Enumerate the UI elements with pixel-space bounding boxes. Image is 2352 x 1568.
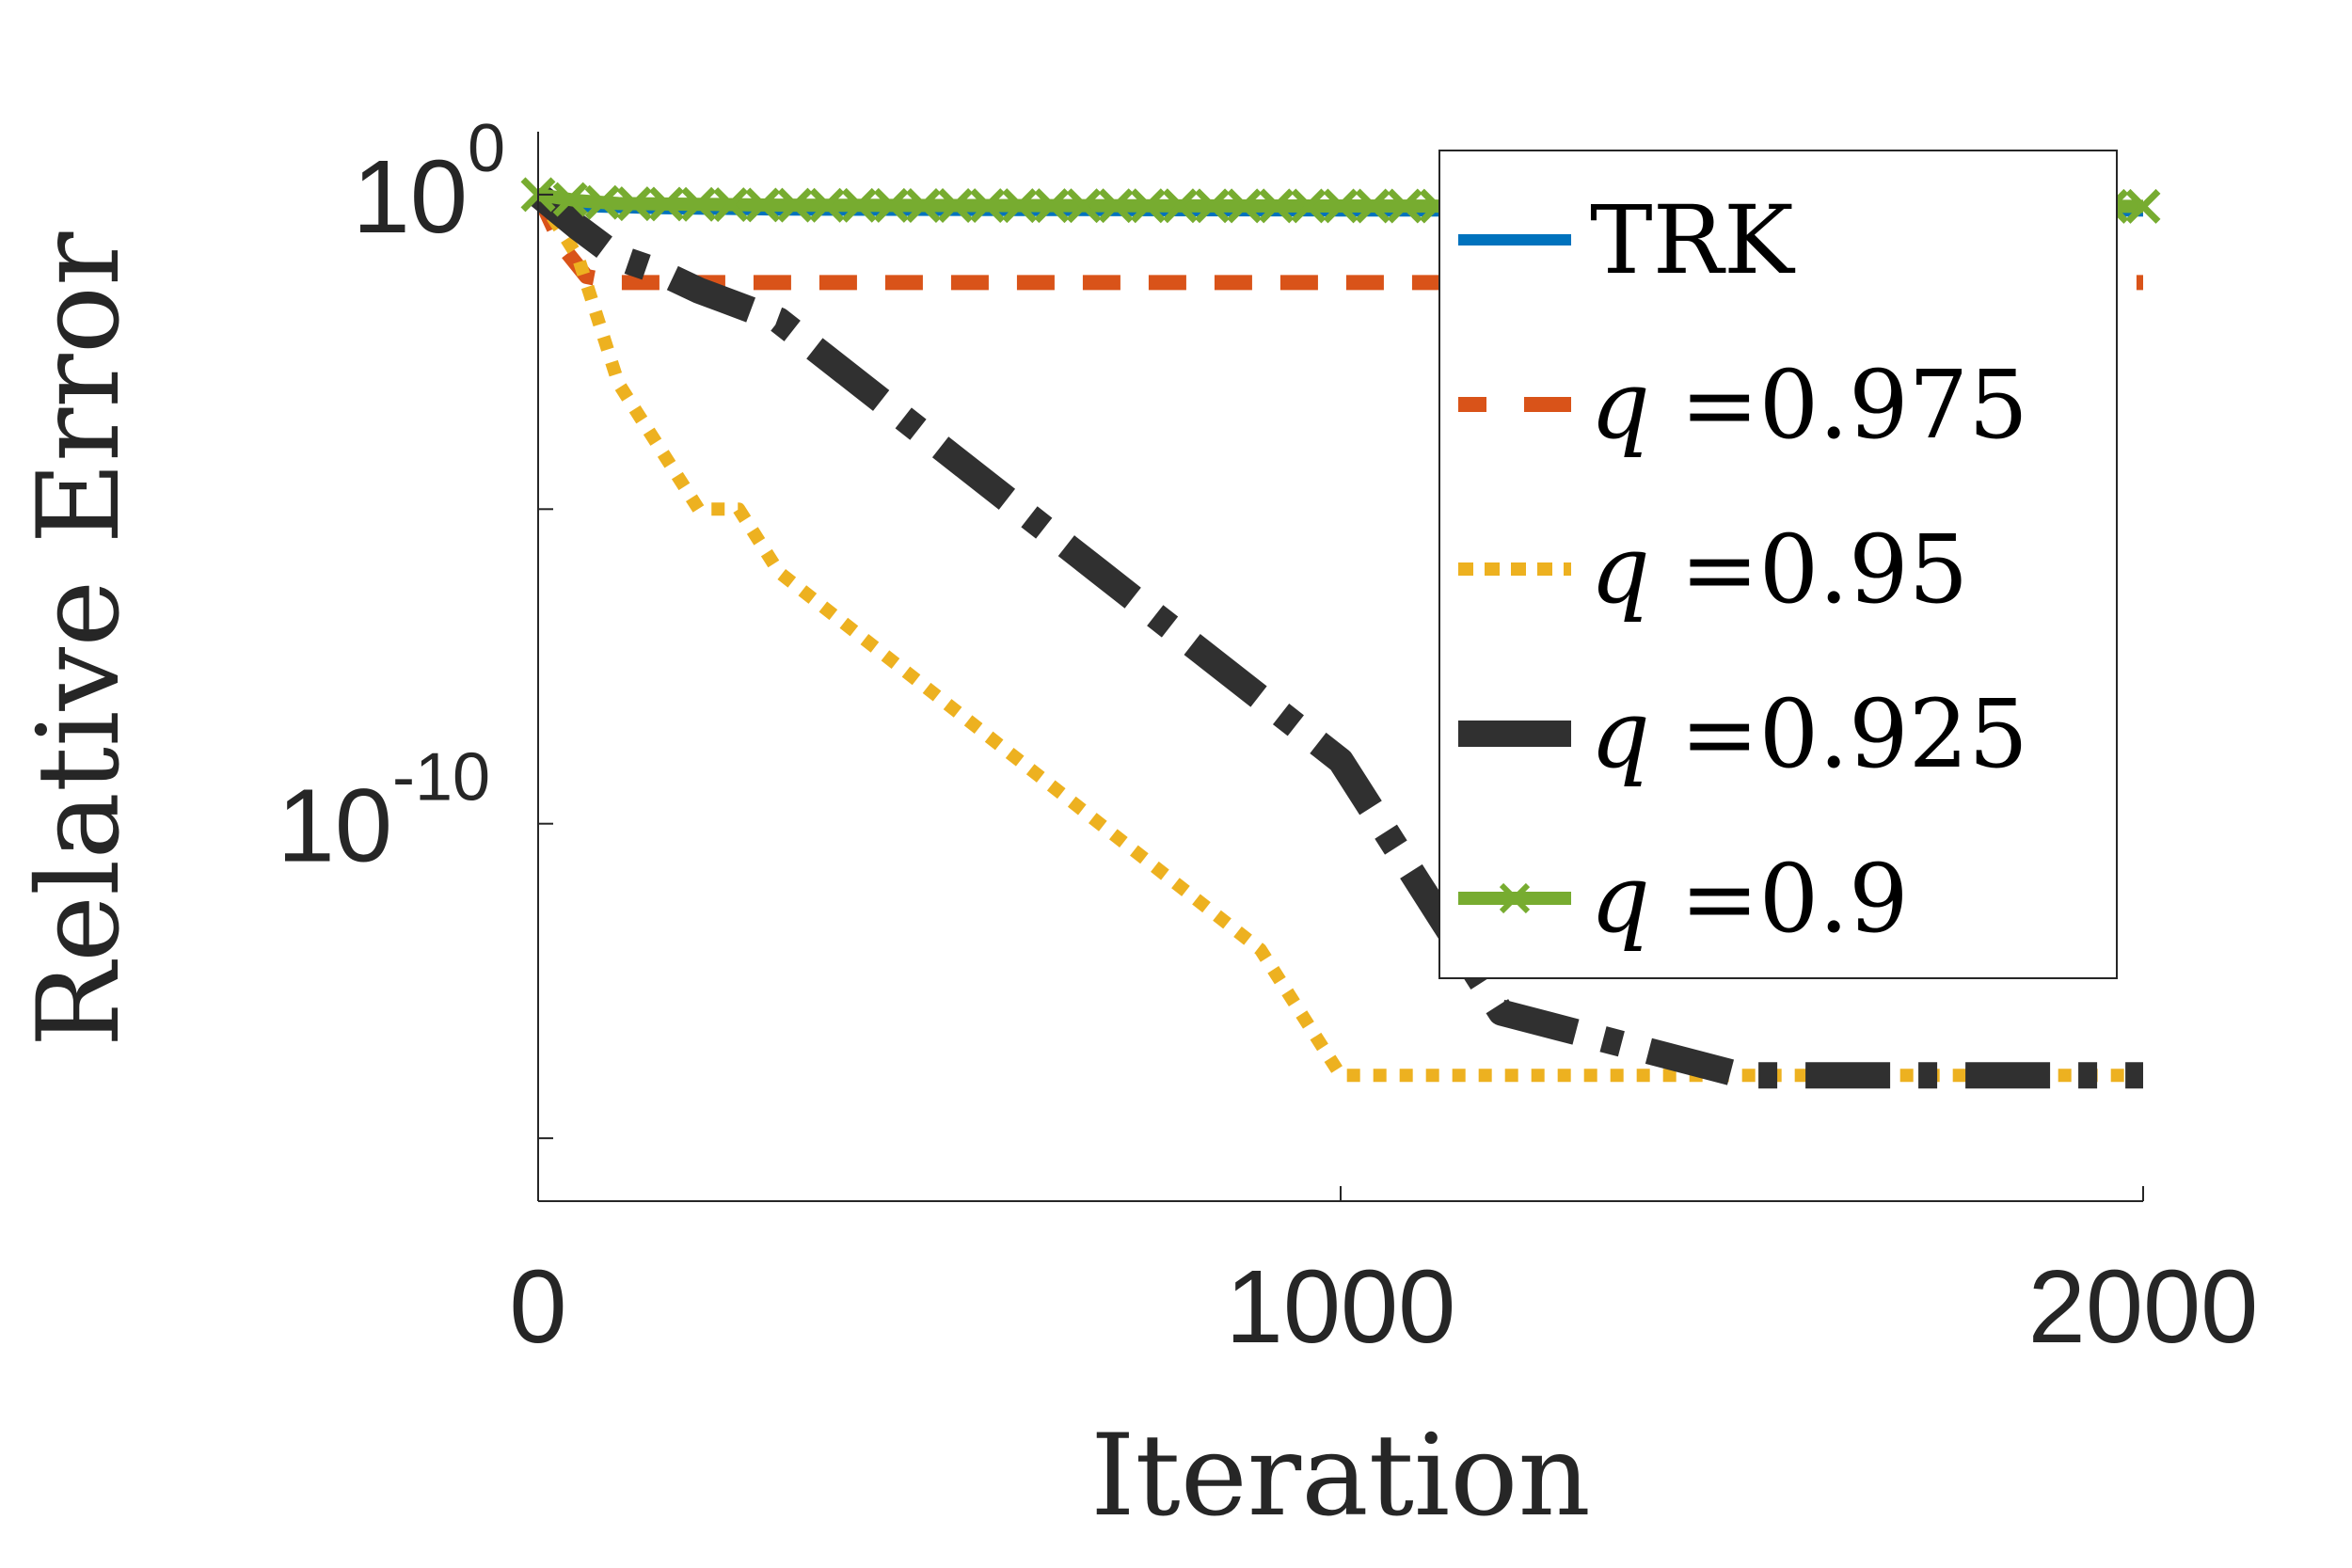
series-marker-4 (905, 187, 941, 223)
series-marker-4 (873, 187, 909, 223)
legend-label-0: TRK (1590, 185, 1796, 295)
series-marker-4 (1291, 188, 1327, 224)
legend-label-1: q =0.975 (1590, 350, 2028, 460)
y-tick-exponent: 0 (468, 111, 505, 186)
x-axis-label: Iteration (1090, 1411, 1591, 1542)
series-marker-4 (584, 184, 620, 220)
series-marker-4 (1002, 188, 1038, 224)
series-marker-4 (1355, 188, 1391, 224)
series-marker-4 (1162, 188, 1198, 224)
series-line-3 (530, 184, 2143, 1089)
series-marker-4 (1323, 188, 1359, 224)
y-tick-label: 10 (353, 139, 468, 255)
series-marker-4 (552, 182, 588, 217)
series-marker-4 (616, 186, 652, 222)
legend-label-4: q =0.9 (1590, 844, 1909, 954)
series-line-2 (532, 191, 2143, 1083)
series-marker-4 (1259, 188, 1295, 224)
y-tick-label: 10 (278, 768, 392, 884)
y-axis-label: Relative Error (14, 231, 145, 1047)
series-marker-4 (2125, 188, 2161, 224)
x-tick-label: 2000 (2028, 1249, 2259, 1365)
series-marker-4 (713, 187, 749, 223)
legend: TRK q =0.975 q =0.95 q =0.925 q =0.9 (1438, 150, 2118, 979)
series-marker-4 (681, 186, 717, 222)
series-marker-4 (1195, 188, 1230, 224)
series-marker-4 (1098, 188, 1134, 224)
series-marker-4 (1227, 188, 1263, 224)
series-marker-4 (970, 188, 1006, 224)
legend-label-2: q =0.95 (1590, 515, 1968, 625)
x-tick-label: 0 (509, 1249, 566, 1365)
series-marker-4 (777, 187, 813, 223)
series-marker-4 (841, 187, 877, 223)
legend-label-3: q =0.925 (1590, 679, 2028, 789)
series-marker-4 (649, 186, 684, 222)
series-marker-4 (1387, 188, 1422, 224)
legend-marker (1499, 882, 1531, 914)
y-tick-exponent: -10 (392, 740, 490, 816)
series-marker-4 (745, 187, 781, 223)
series-marker-4 (1034, 188, 1070, 224)
series-marker-4 (809, 187, 845, 223)
series-marker-4 (1130, 188, 1166, 224)
plot-area (520, 177, 2161, 1089)
series-marker-4 (938, 188, 974, 224)
x-tick-label: 1000 (1226, 1249, 1456, 1365)
series-marker-4 (1066, 188, 1102, 224)
